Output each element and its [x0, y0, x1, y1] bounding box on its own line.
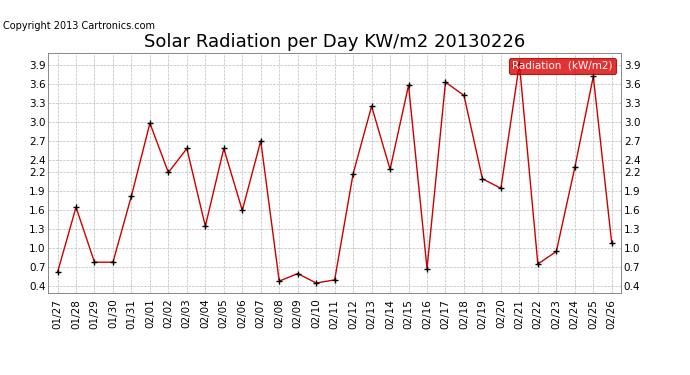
- Title: Solar Radiation per Day KW/m2 20130226: Solar Radiation per Day KW/m2 20130226: [144, 33, 525, 51]
- Legend: Radiation  (kW/m2): Radiation (kW/m2): [509, 58, 615, 74]
- Text: Copyright 2013 Cartronics.com: Copyright 2013 Cartronics.com: [3, 21, 155, 31]
